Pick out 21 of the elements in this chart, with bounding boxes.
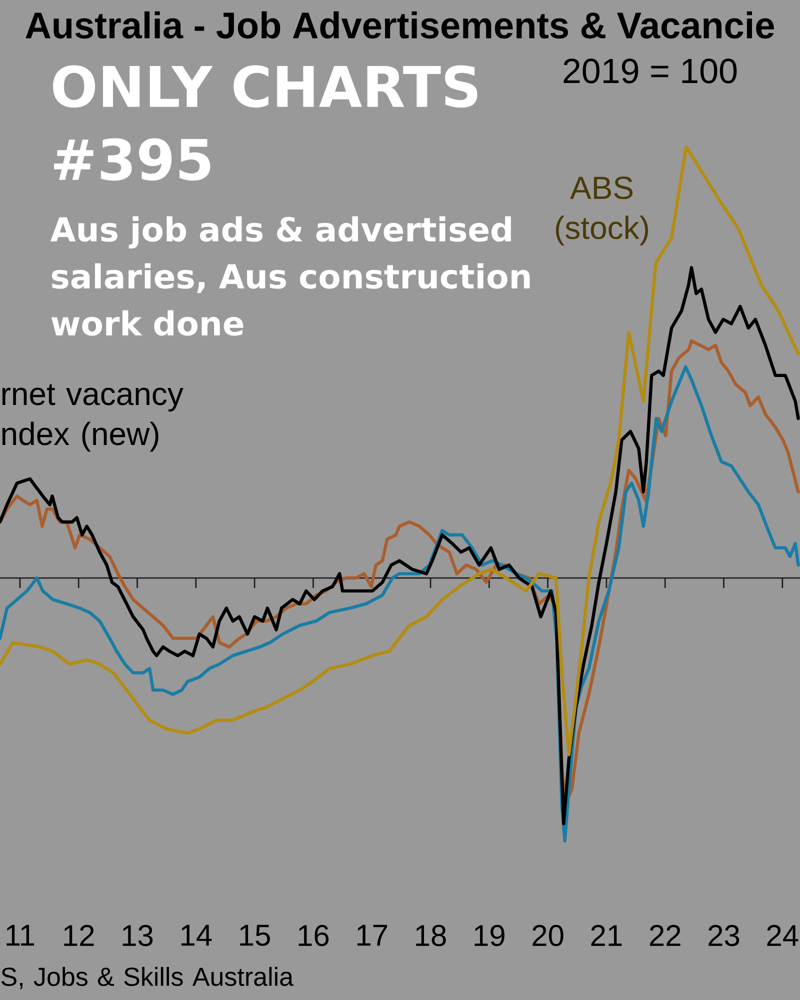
series-label: ABS (stock) [556,176,648,246]
chart-title: Australia - Job Advertisements & Vacancie [26,11,774,39]
x-tick-label: 24 [767,924,798,946]
x-tick-label: 22 [650,924,680,946]
text: S, Jobs & Skills Australia [1,966,294,990]
x-tick-label: 18 [416,924,446,946]
chart-subtitle: 2019 = 100 [564,58,737,84]
annotation: ONLY CHARTS #395 [53,65,478,181]
x-tick-label: 15 [240,924,270,946]
x-tick-label: 20 [532,924,564,946]
annotation: Aus job ads & advertised salaries, Aus construction work done [50,216,530,336]
x-tick-label: 17 [357,924,388,946]
x-tick-label: 16 [298,924,329,946]
x-tick-label: 14 [181,924,212,946]
x-tick-label: 21 [591,924,622,946]
x-tick-label: 23 [708,924,740,946]
x-tick-label: 11 [6,924,34,946]
x-tick-label: 13 [122,924,153,946]
series-label: rnet vacancy ndex (new) [2,384,184,452]
x-tick-label: 19 [474,924,504,946]
x-tick-label: 12 [64,924,94,946]
